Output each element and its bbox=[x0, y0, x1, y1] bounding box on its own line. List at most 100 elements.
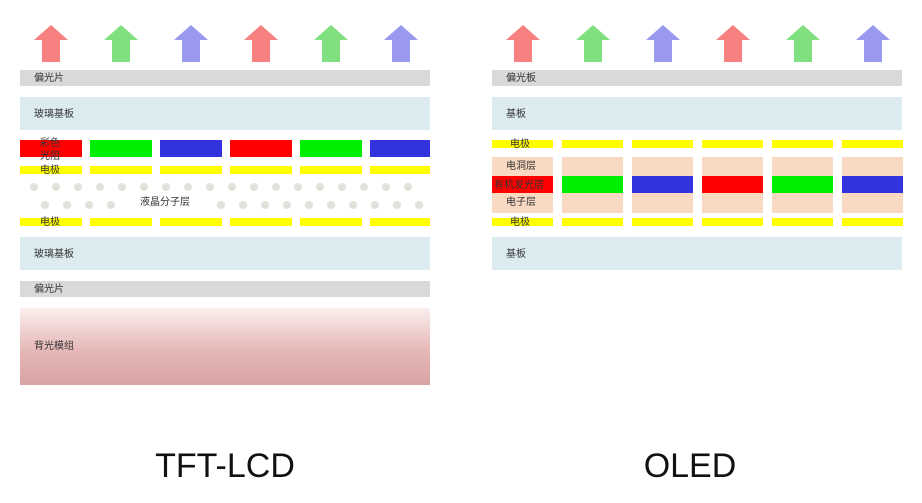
lc-molecule bbox=[338, 183, 346, 191]
emissive bbox=[562, 176, 623, 193]
label: 玻璃基板 bbox=[34, 247, 74, 260]
lc-molecule bbox=[283, 201, 291, 209]
light-arrow bbox=[786, 25, 820, 62]
label: 基板 bbox=[506, 107, 526, 120]
emissive bbox=[842, 176, 903, 193]
electrode bbox=[370, 166, 430, 174]
lc-molecule bbox=[404, 183, 412, 191]
lc-molecule bbox=[162, 183, 170, 191]
electrode bbox=[702, 218, 763, 226]
substrate bbox=[492, 97, 902, 130]
backlight bbox=[20, 308, 430, 385]
color-filter bbox=[370, 140, 430, 157]
lc-molecule bbox=[30, 183, 38, 191]
lc-molecule bbox=[41, 201, 49, 209]
lc-molecule bbox=[63, 201, 71, 209]
electrode bbox=[562, 218, 623, 226]
electrode bbox=[20, 166, 82, 174]
electrode bbox=[842, 218, 903, 226]
electrode bbox=[300, 218, 362, 226]
lc-molecule bbox=[74, 183, 82, 191]
label: 电子层 bbox=[506, 195, 536, 208]
label: TFT-LCD bbox=[155, 447, 295, 485]
light-arrow bbox=[34, 25, 68, 62]
label: 偏光片 bbox=[34, 282, 64, 295]
electrode bbox=[160, 166, 222, 174]
electrode bbox=[702, 140, 763, 148]
electrode bbox=[20, 218, 82, 226]
electrode bbox=[772, 218, 833, 226]
light-arrow bbox=[576, 25, 610, 62]
electrode bbox=[90, 218, 152, 226]
light-arrow bbox=[104, 25, 138, 62]
color-filter bbox=[90, 140, 152, 157]
lc-molecule bbox=[228, 183, 236, 191]
color-filter bbox=[160, 140, 222, 157]
light-arrow bbox=[314, 25, 348, 62]
label: 彩色 bbox=[40, 136, 60, 149]
lc-molecule bbox=[96, 183, 104, 191]
label: 有机发光层 bbox=[494, 178, 544, 191]
lc-molecule bbox=[316, 183, 324, 191]
label: 玻璃基板 bbox=[34, 107, 74, 120]
electrode bbox=[632, 218, 693, 226]
lc-molecule bbox=[250, 183, 258, 191]
electrode bbox=[230, 218, 292, 226]
label: OLED bbox=[644, 447, 737, 485]
electrode bbox=[492, 218, 553, 226]
color-filter bbox=[300, 140, 362, 157]
polarizer bbox=[20, 70, 430, 86]
electrode bbox=[562, 140, 623, 148]
lc-molecule bbox=[360, 183, 368, 191]
label: 基板 bbox=[506, 247, 526, 260]
lc-molecule bbox=[85, 201, 93, 209]
color-filter bbox=[230, 140, 292, 157]
electrode bbox=[842, 140, 903, 148]
electrode bbox=[160, 218, 222, 226]
lc-molecule bbox=[294, 183, 302, 191]
emissive bbox=[772, 176, 833, 193]
lc-molecule bbox=[349, 201, 357, 209]
lc-molecule bbox=[305, 201, 313, 209]
lc-molecule bbox=[415, 201, 423, 209]
electrode bbox=[772, 140, 833, 148]
electrode bbox=[492, 140, 553, 148]
polarizer bbox=[20, 281, 430, 297]
label: 电极 bbox=[510, 215, 530, 228]
lc-molecule bbox=[107, 201, 115, 209]
label: 背光模组 bbox=[34, 339, 74, 352]
lc-molecule bbox=[272, 183, 280, 191]
label: 偏光片 bbox=[34, 71, 64, 84]
lc-molecule bbox=[393, 201, 401, 209]
light-arrow bbox=[716, 25, 750, 62]
lc-molecule bbox=[327, 201, 335, 209]
label: 电洞层 bbox=[506, 159, 536, 172]
light-arrow bbox=[856, 25, 890, 62]
emissive bbox=[632, 176, 693, 193]
lc-molecule bbox=[118, 183, 126, 191]
label: 光阻 bbox=[40, 149, 60, 162]
lc-molecule bbox=[239, 201, 247, 209]
lc-molecule bbox=[217, 201, 225, 209]
electrode bbox=[230, 166, 292, 174]
label: 偏光板 bbox=[506, 71, 536, 84]
substrate bbox=[492, 237, 902, 270]
lc-molecule bbox=[382, 183, 390, 191]
light-arrow bbox=[244, 25, 278, 62]
lc-molecule bbox=[206, 183, 214, 191]
polarizer bbox=[492, 70, 902, 86]
electrode bbox=[632, 140, 693, 148]
lc-molecule bbox=[140, 183, 148, 191]
light-arrow bbox=[646, 25, 680, 62]
lc-molecule bbox=[371, 201, 379, 209]
label: 电极 bbox=[40, 163, 60, 176]
label: 液晶分子层 bbox=[140, 195, 190, 208]
label: 电极 bbox=[40, 215, 60, 228]
light-arrow bbox=[174, 25, 208, 62]
lc-molecule bbox=[52, 183, 60, 191]
lc-molecule bbox=[261, 201, 269, 209]
light-arrow bbox=[384, 25, 418, 62]
emissive bbox=[492, 176, 553, 193]
glass-substrate bbox=[20, 97, 430, 130]
